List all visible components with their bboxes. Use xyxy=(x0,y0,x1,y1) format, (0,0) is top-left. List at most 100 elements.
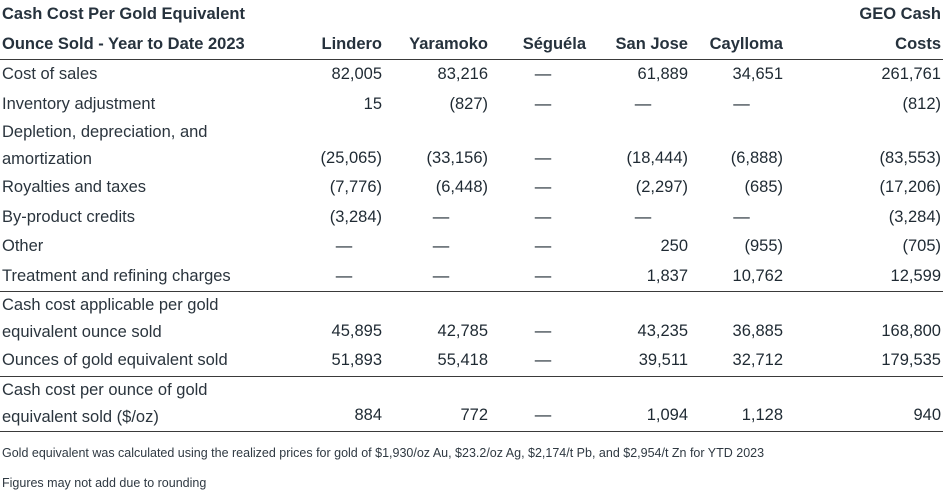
row-label: Cash cost applicable per gold equivalent… xyxy=(0,292,300,347)
column-header-lindero: Lindero xyxy=(300,29,388,60)
cell-value: 261,761 xyxy=(881,65,941,83)
footnote-gold-equivalent: Gold equivalent was calculated using the… xyxy=(2,446,765,460)
row-label-line2: equivalent ounce sold xyxy=(2,323,162,341)
cell-value: 15 xyxy=(363,94,382,113)
table-title-line2: Ounce Sold - Year to Date 2023 xyxy=(0,29,300,60)
column-header-caylloma: Caylloma xyxy=(694,29,789,60)
cell-value: — xyxy=(534,237,552,255)
cell-value: (955) xyxy=(744,237,783,255)
cell-value: — xyxy=(388,261,494,292)
cell-value: (6,448) xyxy=(435,178,488,196)
cell-value: (83,553) xyxy=(879,148,941,167)
table-row: Ounces of gold equivalent sold 51,893 55… xyxy=(0,346,943,377)
cell-value: — xyxy=(300,261,388,292)
header-row-1: Cash Cost Per Gold Equivalent GEO Cash xyxy=(0,0,943,30)
cell-value: 940 xyxy=(789,376,943,432)
table-row: Inventory adjustment 15 (827) — — — (812… xyxy=(0,90,943,120)
table-row: Cash cost per ounce of gold equivalent s… xyxy=(0,376,943,432)
cell-value: 884 xyxy=(300,376,388,432)
cell-value: (3,284) xyxy=(329,207,382,226)
cell-value: 43,235 xyxy=(637,321,688,340)
cell-value: — xyxy=(634,94,652,113)
cell-value: — xyxy=(494,376,592,432)
row-label: Treatment and refining charges xyxy=(0,261,300,292)
cell-value: — xyxy=(534,148,552,167)
cell-value: 1,094 xyxy=(592,376,694,432)
column-header-seguela: Séguéla xyxy=(494,29,592,60)
row-label: Cash cost per ounce of gold equivalent s… xyxy=(0,376,300,432)
table-row: Depletion, depreciation, and amortizatio… xyxy=(0,119,943,173)
cell-value: 61,889 xyxy=(637,65,688,83)
row-label: Cost of sales xyxy=(2,65,98,83)
row-label: By-product credits xyxy=(2,207,135,226)
cell-value: 34,651 xyxy=(732,65,783,83)
table-row: By-product credits (3,284) — — — — (3,28… xyxy=(0,203,943,233)
table-row: Cash cost applicable per gold equivalent… xyxy=(0,292,943,347)
cell-value: — xyxy=(733,207,750,226)
geo-column-header-line1: GEO Cash xyxy=(859,5,941,23)
cell-value: — xyxy=(534,207,552,226)
cell-value: 10,762 xyxy=(694,261,789,292)
cell-value: 55,418 xyxy=(388,346,494,377)
cell-value: 12,599 xyxy=(789,261,943,292)
row-label: Ounces of gold equivalent sold xyxy=(0,346,300,377)
row-label: Royalties and taxes xyxy=(2,178,146,196)
table-title-line1: Cash Cost Per Gold Equivalent xyxy=(2,5,245,23)
cash-cost-table: Cash Cost Per Gold Equivalent GEO Cash O… xyxy=(0,0,943,432)
table-row: Cost of sales 82,005 83,216 — 61,889 34,… xyxy=(0,60,943,90)
table-row: Treatment and refining charges — — — 1,8… xyxy=(0,261,943,292)
cell-value: — xyxy=(733,94,750,113)
cell-value: 82,005 xyxy=(331,65,382,83)
cell-value: — xyxy=(534,178,552,196)
table-row: Royalties and taxes (7,776) (6,448) — (2… xyxy=(0,173,943,203)
row-label-line2: amortization xyxy=(2,150,92,168)
cell-value: — xyxy=(534,94,552,113)
cell-value: (7,776) xyxy=(329,178,382,196)
cell-value: 179,535 xyxy=(789,346,943,377)
row-label-line1: Depletion, depreciation, and xyxy=(2,123,208,141)
cell-value: — xyxy=(494,346,592,377)
column-header-san-jose: San Jose xyxy=(592,29,694,60)
cell-value: (17,206) xyxy=(879,178,941,196)
row-label: Depletion, depreciation, and amortizatio… xyxy=(0,119,300,173)
cell-value: (685) xyxy=(744,178,783,196)
cell-value: 772 xyxy=(388,376,494,432)
column-header-yaramoko: Yaramoko xyxy=(388,29,494,60)
cell-value: 83,216 xyxy=(437,65,488,83)
cell-value: (6,888) xyxy=(730,148,783,167)
row-label: Inventory adjustment xyxy=(2,94,156,113)
cell-value: (827) xyxy=(449,94,488,113)
cell-value: (25,065) xyxy=(320,148,382,167)
row-label: Other xyxy=(2,237,44,255)
cell-value: 250 xyxy=(660,237,688,255)
cell-value: — xyxy=(432,207,450,226)
cell-value: 32,712 xyxy=(694,346,789,377)
cell-value: 168,800 xyxy=(881,321,941,340)
cell-value: (3,284) xyxy=(888,207,941,226)
cell-value: — xyxy=(534,65,552,83)
cell-value: (705) xyxy=(902,237,941,255)
cell-value: (812) xyxy=(902,94,941,113)
cell-value: 1,837 xyxy=(592,261,694,292)
row-label-line1: Cash cost applicable per gold xyxy=(2,296,219,314)
geo-column-header-line2: Costs xyxy=(789,29,943,60)
cell-value: 51,893 xyxy=(300,346,388,377)
cell-value: 42,785 xyxy=(437,321,488,340)
row-label-line2: equivalent sold ($/oz) xyxy=(2,407,159,426)
cell-value: — xyxy=(494,261,592,292)
table-row: Other — — — 250 (955) (705) xyxy=(0,232,943,262)
cell-value: (2,297) xyxy=(635,178,688,196)
cell-value: 36,885 xyxy=(732,321,783,340)
cell-value: — xyxy=(634,207,652,226)
row-label-line1: Cash cost per ounce of gold xyxy=(2,380,208,399)
cell-value: 45,895 xyxy=(331,321,382,340)
cell-value: 1,128 xyxy=(694,376,789,432)
cell-value: — xyxy=(335,237,353,255)
cell-value: — xyxy=(432,237,450,255)
cell-value: (33,156) xyxy=(426,148,488,167)
cell-value: 39,511 xyxy=(592,346,694,377)
header-row-2: Ounce Sold - Year to Date 2023 Lindero Y… xyxy=(0,29,943,60)
cell-value: — xyxy=(534,321,552,340)
cell-value: (18,444) xyxy=(626,148,688,167)
